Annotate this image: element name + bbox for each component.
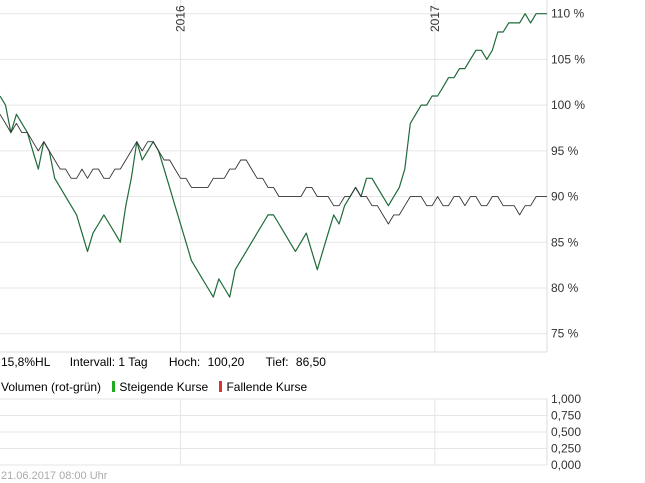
volume-y-tick: 0,000 — [551, 458, 581, 472]
chart-info-bar: 15,8%HL Intervall: 1 Tag Hoch: 100,20 Ti… — [1, 355, 330, 369]
high-label: Hoch: — [168, 355, 201, 369]
price-y-tick: 80 % — [551, 281, 579, 295]
price-y-tick: 75 % — [551, 327, 579, 341]
volume-y-tick: 0,750 — [551, 409, 581, 423]
price-y-tick: 90 % — [551, 190, 579, 204]
series-line-1 — [0, 114, 547, 225]
volume-legend: Volumen (rot-grün) Steigende Kurse Falle… — [1, 380, 307, 394]
falling-swatch — [219, 381, 223, 392]
interval-label: Intervall: 1 Tag — [69, 355, 148, 369]
high-value: 100,20 — [207, 355, 245, 369]
volume-y-tick: 1,000 — [551, 392, 581, 406]
low-value: 86,50 — [295, 355, 326, 369]
price-y-tick: 100 % — [551, 98, 585, 112]
price-grid — [0, 0, 548, 353]
legend-rising: Steigende Kurse — [119, 380, 209, 394]
volume-axis-ticks: 1,000 0,750 0,500 0,250 0,000 — [551, 392, 581, 472]
price-x-tick: 2017 — [428, 5, 442, 32]
price-x-tick: 2016 — [174, 5, 188, 32]
price-y-tick: 105 % — [551, 52, 585, 66]
series-line-0 — [0, 13, 547, 298]
price-y-tick: 110 % — [551, 7, 584, 21]
volume-y-tick: 0,500 — [551, 425, 581, 439]
timestamp: 21.06.2017 08:00 Uhr — [1, 470, 108, 482]
price-axis-ticks: 75 % 80 % 85 % 90 % 95 % 100 % 105 % 110 % 2016 2… — [174, 5, 586, 341]
legend-falling: Fallende Kurse — [226, 380, 308, 394]
low-label: Tief: — [265, 355, 289, 369]
price-y-tick: 95 % — [551, 144, 579, 158]
price-y-tick: 85 % — [551, 235, 579, 249]
rising-swatch — [112, 381, 116, 392]
range-label: 15,8%HL — [1, 355, 51, 369]
price-lines — [0, 13, 547, 298]
volume-grid — [0, 398, 548, 466]
volume-y-tick: 0,250 — [551, 442, 581, 456]
volume-label: Volumen (rot-grün) — [1, 380, 102, 394]
